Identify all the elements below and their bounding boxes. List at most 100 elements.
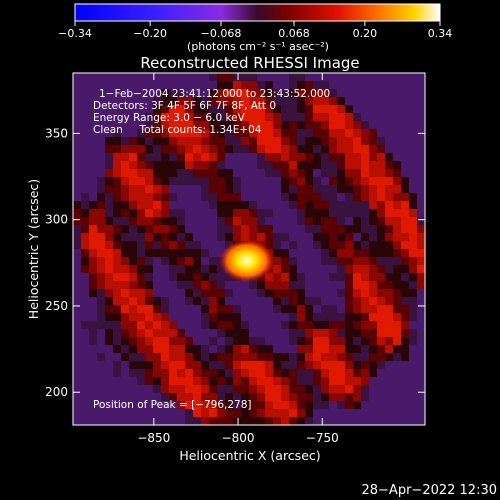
image-pixel — [105, 353, 113, 361]
image-pixel — [409, 153, 417, 161]
image-pixel — [321, 193, 329, 201]
image-pixel — [297, 353, 305, 361]
image-pixel — [353, 353, 361, 361]
image-pixel — [345, 409, 353, 417]
image-pixel — [177, 281, 185, 289]
image-pixel — [401, 105, 409, 113]
image-pixel — [161, 281, 169, 289]
image-pixel — [209, 201, 217, 209]
image-pixel — [153, 241, 161, 249]
image-pixel — [257, 337, 265, 345]
image-pixel — [97, 73, 105, 81]
image-pixel — [273, 73, 281, 81]
image-pixel — [89, 225, 97, 233]
image-pixel — [281, 113, 289, 121]
image-pixel — [305, 361, 313, 369]
image-pixel — [129, 361, 137, 369]
image-pixel — [169, 225, 177, 233]
image-pixel — [81, 193, 89, 201]
image-pixel — [233, 345, 241, 353]
image-pixel — [241, 281, 249, 289]
image-pixel — [225, 321, 233, 329]
image-pixel — [145, 153, 153, 161]
image-pixel — [337, 217, 345, 225]
image-pixel — [137, 97, 145, 105]
image-pixel — [209, 73, 217, 81]
image-pixel — [137, 281, 145, 289]
image-pixel — [393, 265, 401, 273]
image-pixel — [265, 361, 273, 369]
image-pixel — [113, 321, 121, 329]
image-pixel — [377, 113, 385, 121]
image-pixel — [89, 393, 97, 401]
image-pixel — [329, 209, 337, 217]
image-pixel — [257, 393, 265, 401]
image-pixel — [353, 185, 361, 193]
image-pixel — [417, 393, 425, 401]
image-pixel — [105, 393, 113, 401]
image-pixel — [281, 105, 289, 113]
image-pixel — [169, 385, 177, 393]
image-pixel — [185, 129, 193, 137]
image-pixel — [297, 377, 305, 385]
image-pixel — [289, 201, 297, 209]
image-pixel — [105, 225, 113, 233]
image-pixel — [185, 217, 193, 225]
image-pixel — [201, 369, 209, 377]
image-pixel — [249, 289, 257, 297]
image-pixel — [105, 81, 113, 89]
image-pixel — [385, 377, 393, 385]
image-pixel — [89, 121, 97, 129]
image-pixel — [313, 297, 321, 305]
image-pixel — [105, 377, 113, 385]
image-pixel — [73, 249, 81, 257]
image-pixel — [169, 121, 177, 129]
image-pixel — [369, 241, 377, 249]
image-pixel — [409, 385, 417, 393]
image-pixel — [129, 313, 137, 321]
image-pixel — [369, 81, 377, 89]
image-pixel — [337, 113, 345, 121]
image-pixel — [401, 265, 409, 273]
image-pixel — [313, 265, 321, 273]
image-pixel — [401, 377, 409, 385]
image-pixel — [281, 297, 289, 305]
image-pixel — [385, 129, 393, 137]
image-pixel — [201, 321, 209, 329]
image-pixel — [209, 217, 217, 225]
image-pixel — [129, 337, 137, 345]
image-pixel — [273, 329, 281, 337]
image-pixel — [145, 417, 153, 425]
image-pixel — [321, 129, 329, 137]
image-pixel — [369, 185, 377, 193]
image-pixel — [289, 417, 297, 425]
image-pixel — [321, 385, 329, 393]
image-pixel — [401, 185, 409, 193]
image-pixel — [121, 273, 129, 281]
image-pixel — [193, 401, 201, 409]
image-pixel — [329, 257, 337, 265]
image-pixel — [233, 385, 241, 393]
image-pixel — [209, 401, 217, 409]
image-pixel — [345, 353, 353, 361]
image-pixel — [369, 345, 377, 353]
image-pixel — [113, 161, 121, 169]
image-pixel — [257, 89, 265, 97]
image-pixel — [121, 217, 129, 225]
image-pixel — [169, 177, 177, 185]
image-pixel — [97, 393, 105, 401]
image-pixel — [265, 81, 273, 89]
image-pixel — [233, 233, 241, 241]
image-pixel — [145, 113, 153, 121]
image-pixel — [185, 281, 193, 289]
image-pixel — [257, 145, 265, 153]
image-pixel — [97, 297, 105, 305]
image-pixel — [177, 369, 185, 377]
image-pixel — [161, 369, 169, 377]
image-pixel — [305, 137, 313, 145]
image-pixel — [289, 193, 297, 201]
image-pixel — [233, 153, 241, 161]
image-pixel — [225, 129, 233, 137]
image-pixel — [289, 409, 297, 417]
